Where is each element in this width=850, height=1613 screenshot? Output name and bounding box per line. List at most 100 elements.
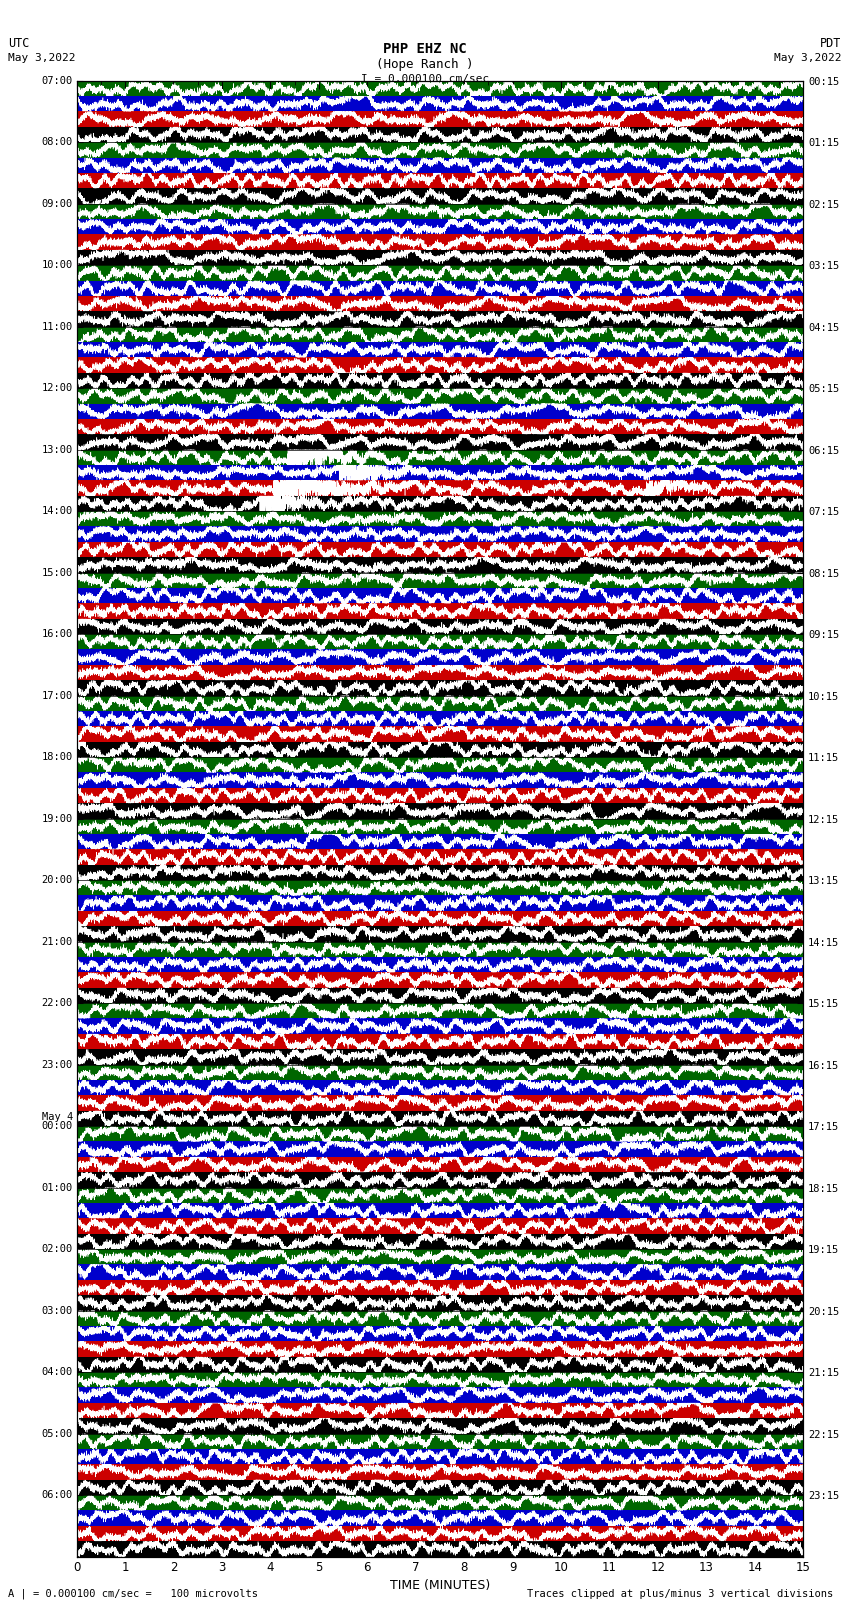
Bar: [76, 589, 803, 603]
Bar: [76, 1326, 803, 1342]
Bar: [76, 987, 803, 1003]
Text: 22:00: 22:00: [42, 998, 73, 1008]
Bar: [76, 327, 803, 342]
Bar: [76, 481, 803, 495]
Bar: [76, 1248, 803, 1265]
Bar: [76, 111, 803, 127]
Bar: [76, 142, 803, 158]
Bar: [76, 1465, 803, 1479]
Bar: [76, 1218, 803, 1234]
Text: 00:00: 00:00: [42, 1121, 73, 1131]
Bar: [76, 465, 803, 481]
Text: 14:00: 14:00: [42, 506, 73, 516]
Text: 03:00: 03:00: [42, 1305, 73, 1316]
Text: 17:00: 17:00: [42, 690, 73, 700]
Text: 12:00: 12:00: [42, 384, 73, 394]
Bar: [76, 1018, 803, 1034]
Bar: [76, 634, 803, 650]
Bar: [76, 450, 803, 465]
Bar: [76, 342, 803, 358]
Bar: [76, 1187, 803, 1203]
Bar: [76, 97, 803, 111]
Bar: [76, 158, 803, 173]
Text: 19:00: 19:00: [42, 813, 73, 824]
Bar: [76, 127, 803, 142]
Bar: [76, 1295, 803, 1310]
Text: 01:00: 01:00: [42, 1182, 73, 1192]
Text: 21:00: 21:00: [42, 937, 73, 947]
Bar: [76, 434, 803, 450]
Text: 08:00: 08:00: [42, 137, 73, 147]
Bar: [76, 81, 803, 97]
Bar: [76, 787, 803, 803]
Bar: [76, 957, 803, 973]
Text: 10:00: 10:00: [42, 260, 73, 269]
Bar: [76, 542, 803, 556]
Text: 13:00: 13:00: [42, 445, 73, 455]
Bar: [76, 895, 803, 911]
Bar: [76, 1526, 803, 1540]
Bar: [76, 973, 803, 987]
Bar: [76, 665, 803, 681]
Bar: [76, 1157, 803, 1173]
Bar: [76, 1126, 803, 1142]
Bar: [76, 358, 803, 373]
Bar: [76, 295, 803, 311]
Text: 15:00: 15:00: [42, 568, 73, 577]
Bar: [76, 495, 803, 511]
Bar: [76, 1203, 803, 1218]
Bar: [76, 881, 803, 895]
Bar: [76, 1373, 803, 1387]
Bar: [76, 556, 803, 573]
Bar: [76, 1540, 803, 1557]
Bar: [76, 942, 803, 957]
Bar: [76, 1173, 803, 1187]
Bar: [76, 1510, 803, 1526]
Text: 07:00: 07:00: [42, 76, 73, 85]
Text: 20:00: 20:00: [42, 876, 73, 886]
Bar: [76, 1111, 803, 1126]
Bar: [76, 619, 803, 634]
Bar: [76, 926, 803, 942]
Text: PHP EHZ NC: PHP EHZ NC: [383, 42, 467, 56]
Bar: [76, 1034, 803, 1048]
Text: 23:00: 23:00: [42, 1060, 73, 1069]
Bar: [76, 1142, 803, 1157]
X-axis label: TIME (MINUTES): TIME (MINUTES): [390, 1579, 490, 1592]
Bar: [76, 189, 803, 203]
Bar: [76, 1434, 803, 1448]
Text: 16:00: 16:00: [42, 629, 73, 639]
Bar: [76, 1279, 803, 1295]
Bar: [76, 742, 803, 756]
Bar: [76, 403, 803, 419]
Text: 18:00: 18:00: [42, 752, 73, 761]
Text: UTC: UTC: [8, 37, 30, 50]
Bar: [76, 818, 803, 834]
Text: May 4: May 4: [42, 1111, 73, 1123]
Bar: [76, 1003, 803, 1018]
Text: 06:00: 06:00: [42, 1490, 73, 1500]
Bar: [76, 681, 803, 695]
Text: Traces clipped at plus/minus 3 vertical divisions: Traces clipped at plus/minus 3 vertical …: [527, 1589, 833, 1598]
Bar: [76, 281, 803, 295]
Bar: [76, 1310, 803, 1326]
Bar: [76, 911, 803, 926]
Bar: [76, 265, 803, 281]
Bar: [76, 1479, 803, 1495]
Text: May 3,2022: May 3,2022: [774, 53, 842, 63]
Bar: [76, 1265, 803, 1279]
Bar: [76, 1357, 803, 1373]
Bar: [76, 526, 803, 542]
Bar: [76, 603, 803, 619]
Text: 09:00: 09:00: [42, 198, 73, 208]
Bar: [76, 1418, 803, 1434]
Bar: [76, 234, 803, 250]
Bar: [76, 850, 803, 865]
Bar: [76, 650, 803, 665]
Bar: [76, 711, 803, 726]
Bar: [76, 865, 803, 881]
Text: (Hope Ranch ): (Hope Ranch ): [377, 58, 473, 71]
Text: 04:00: 04:00: [42, 1368, 73, 1378]
Bar: [76, 1065, 803, 1081]
Bar: [76, 1095, 803, 1111]
